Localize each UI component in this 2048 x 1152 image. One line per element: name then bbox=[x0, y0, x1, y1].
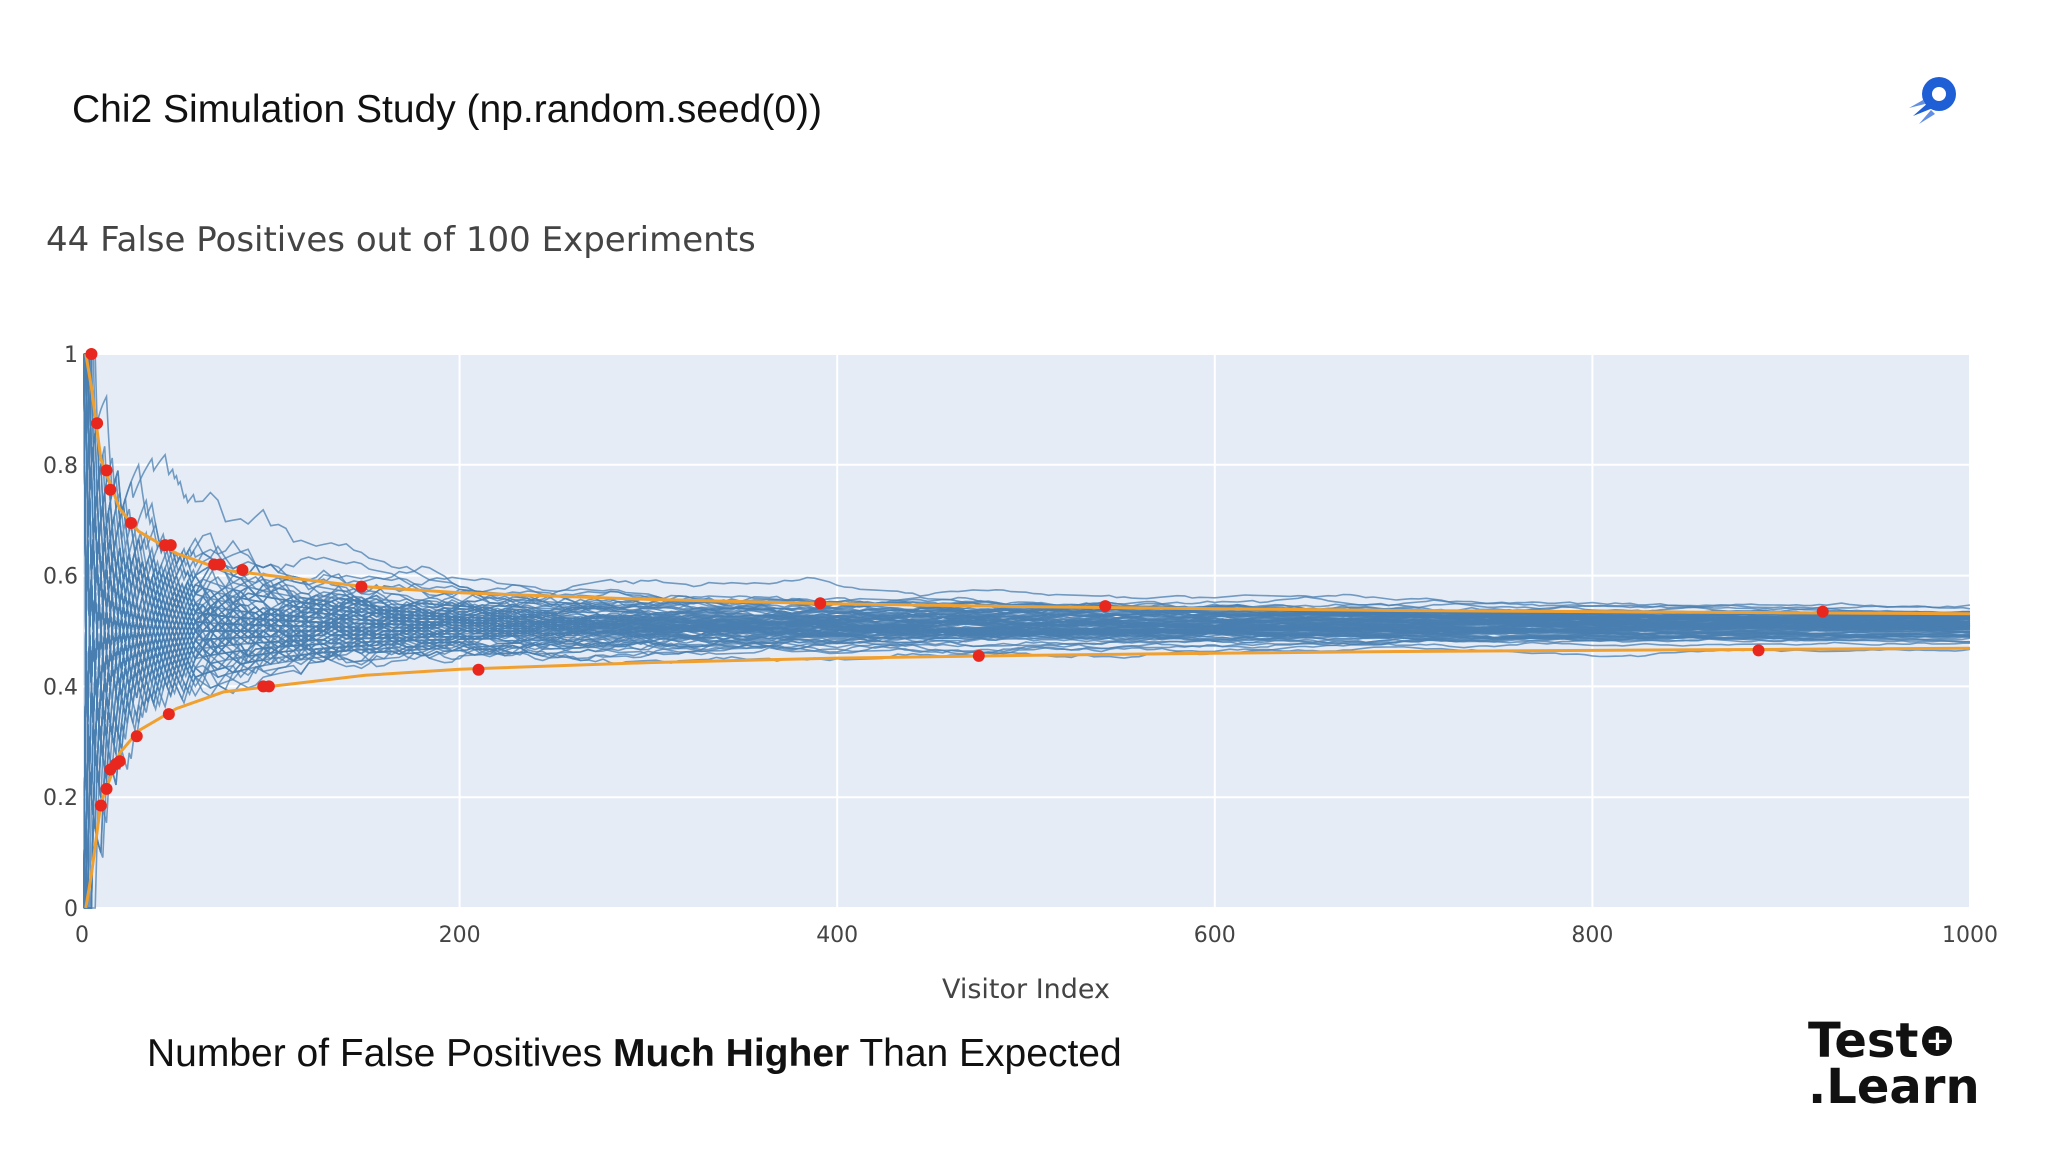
false-positive-markers bbox=[85, 348, 1829, 812]
experiment-trace bbox=[83, 457, 1971, 909]
x-tick-label: 800 bbox=[1571, 923, 1613, 948]
experiment-trace bbox=[83, 353, 1970, 617]
x-tick-label: 400 bbox=[816, 923, 858, 948]
false-positive-point bbox=[94, 799, 107, 812]
experiment-trace bbox=[83, 611, 1970, 909]
x-tick-label: 600 bbox=[1194, 923, 1236, 948]
axis-ticks: 0 200 400 600 800 1000 0 0.2 0.4 0.6 0.8 1 bbox=[43, 343, 1998, 948]
x-axis-label: Visitor Index bbox=[942, 974, 1110, 1005]
brand-line1: Test bbox=[1808, 1013, 1919, 1069]
y-tick-label: 0.2 bbox=[43, 786, 78, 811]
experiment-trace bbox=[83, 538, 1971, 909]
false-positive-point bbox=[213, 558, 226, 571]
false-positive-point bbox=[472, 663, 485, 676]
rocket-icon bbox=[1909, 77, 1956, 124]
chart-svg: 0 200 400 600 800 1000 0 0.2 0.4 0.6 0.8 1 Visitor … bbox=[43, 343, 1998, 1005]
upper-bound-line bbox=[84, 353, 1971, 616]
false-positive-point bbox=[100, 464, 113, 477]
chart: 0 200 400 600 800 1000 0 0.2 0.4 0.6 0.8 1 Visitor … bbox=[0, 200, 2048, 1010]
false-positive-point bbox=[100, 782, 113, 795]
slide-title: Chi2 Simulation Study (np.random.seed(0)… bbox=[72, 88, 823, 131]
experiment-trace bbox=[83, 595, 1971, 909]
false-positive-point bbox=[113, 755, 126, 768]
false-positive-point bbox=[130, 730, 143, 743]
x-tick-label: 0 bbox=[75, 923, 89, 948]
false-positive-point bbox=[125, 516, 138, 529]
false-positive-point bbox=[1816, 605, 1829, 618]
footer-suffix: Than Expected bbox=[849, 1032, 1122, 1075]
y-tick-label: 0.4 bbox=[43, 675, 78, 700]
logo-icon bbox=[1905, 72, 1961, 128]
false-positive-point bbox=[814, 597, 827, 610]
false-positive-point bbox=[972, 649, 985, 662]
footer-bold: Much Higher bbox=[613, 1032, 850, 1075]
x-tick-label: 200 bbox=[439, 923, 481, 948]
y-tick-label: 0.6 bbox=[43, 565, 78, 590]
x-tick-label: 1000 bbox=[1942, 923, 1998, 948]
y-tick-label: 1 bbox=[64, 343, 78, 368]
false-positive-point bbox=[262, 680, 275, 693]
chart-title: 44 False Positives out of 100 Experiment… bbox=[46, 220, 756, 260]
footer-caption: Number of False Positives Much Higher Th… bbox=[147, 1032, 1122, 1076]
footer-prefix: Number of False Positives bbox=[147, 1032, 614, 1075]
false-positive-point bbox=[164, 539, 177, 552]
y-tick-label: 0.8 bbox=[43, 454, 78, 479]
false-positive-point bbox=[91, 417, 104, 430]
brand-line2: .Learn bbox=[1808, 1059, 1980, 1115]
false-positive-point bbox=[355, 580, 368, 593]
y-tick-label: 0 bbox=[64, 897, 78, 922]
false-positive-point bbox=[104, 483, 117, 496]
plus-icon: + bbox=[1922, 1026, 1953, 1056]
false-positive-point bbox=[85, 348, 98, 360]
false-positive-point bbox=[162, 708, 175, 721]
false-positive-point bbox=[1099, 600, 1112, 613]
brand-logo: Test + .Learn bbox=[1808, 1013, 1980, 1115]
false-positive-point bbox=[236, 564, 249, 577]
false-positive-point bbox=[1752, 644, 1765, 657]
